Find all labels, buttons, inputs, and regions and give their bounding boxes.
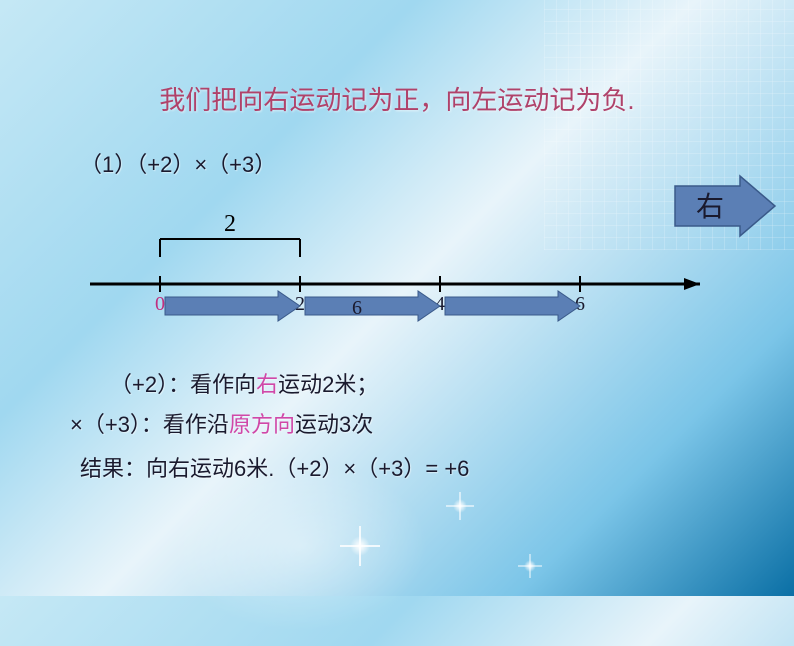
text: 运动2米； xyxy=(278,372,378,397)
svg-text:0: 0 xyxy=(155,293,165,315)
number-line-diagram: 024626 xyxy=(80,189,740,359)
sparkle-icon xyxy=(524,560,536,572)
explanation-1: （+2）：看作向右运动2米； xyxy=(110,367,734,399)
equation-text: （1）（+2）×（+3） xyxy=(80,147,734,179)
sparkle-icon xyxy=(453,499,467,513)
svg-text:右: 右 xyxy=(696,191,724,223)
sparkle-icon xyxy=(350,536,370,556)
text: 运动3次 xyxy=(295,412,373,437)
highlight-text: 原方向 xyxy=(229,412,295,437)
slide-content: 我们把向右运动记为正，向左运动记为负. （1）（+2）×（+3） 右 02462… xyxy=(0,0,794,483)
svg-text:2: 2 xyxy=(224,211,236,237)
highlight-text: 右 xyxy=(256,372,278,397)
explanation-2: ×（+3）：看作沿原方向运动3次 xyxy=(70,407,734,439)
text: （+2）：看作向 xyxy=(110,372,256,397)
result-text: 结果：向右运动6米.（+2）×（+3）= +6 xyxy=(80,451,734,483)
direction-badge: 右 xyxy=(670,174,780,243)
svg-text:6: 6 xyxy=(352,297,362,319)
text: ×（+3）：看作沿 xyxy=(70,412,229,437)
slide-title: 我们把向右运动记为正，向左运动记为负. xyxy=(60,80,734,117)
